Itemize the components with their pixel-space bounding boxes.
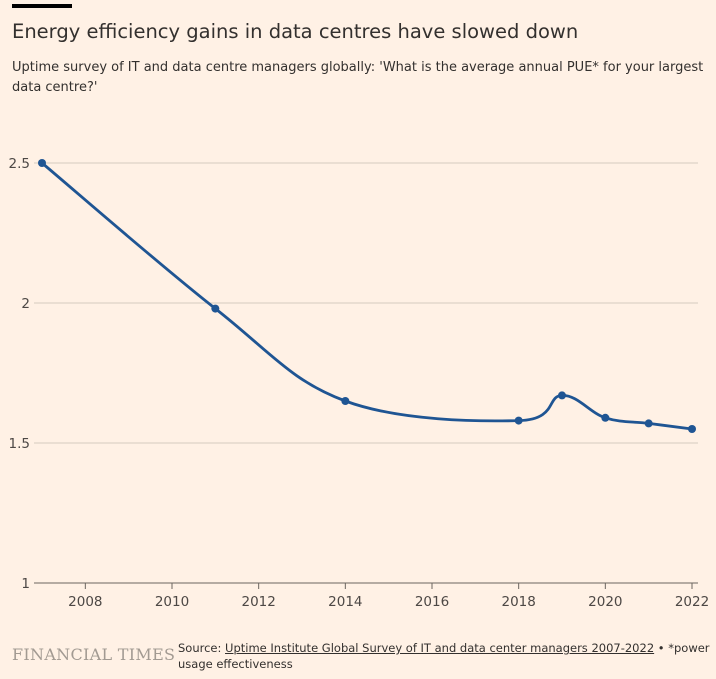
gridlines (34, 162, 698, 584)
data-point[interactable] (688, 425, 696, 433)
data-point[interactable] (601, 413, 610, 422)
data-point[interactable] (644, 419, 653, 428)
x-tick-label: 2008 (68, 594, 102, 610)
y-tick-label: 2 (21, 296, 30, 312)
chart-subtitle: Uptime survey of IT and data centre mana… (12, 60, 704, 95)
x-axis-ticks: 2008 2010 2012 2014 2016 2018 2020 2022 (68, 583, 709, 610)
source-link[interactable]: Uptime Institute Global Survey of IT and… (225, 641, 655, 655)
data-point[interactable] (514, 416, 523, 425)
pue-series (38, 159, 696, 433)
chart-title: Energy efficiency gains in data centres … (12, 20, 579, 43)
data-point[interactable] (341, 397, 350, 405)
x-tick-label: 2014 (328, 594, 362, 610)
source-note: Source: Uptime Institute Global Survey o… (178, 640, 710, 672)
x-tick-label: 2010 (155, 594, 189, 610)
data-point[interactable] (558, 391, 566, 400)
ft-logo: FINANCIAL TIMES (12, 645, 176, 664)
data-point[interactable] (211, 304, 220, 313)
footnote: • *power usage effectiveness (178, 641, 710, 671)
x-tick-label: 2018 (501, 594, 535, 610)
x-tick-label: 2012 (241, 594, 275, 610)
data-point[interactable] (38, 159, 46, 167)
series-line (40, 161, 694, 431)
y-tick-label: 1.5 (9, 436, 30, 452)
x-tick-label: 2016 (415, 594, 449, 610)
x-tick-label: 2020 (588, 594, 622, 610)
y-tick-label: 1 (21, 576, 30, 592)
brand-bar (12, 4, 72, 8)
source-prefix: Source: (178, 641, 226, 655)
x-tick-label: 2022 (675, 594, 709, 610)
y-axis-ticks: 1 1.5 2 2.5 (9, 156, 30, 592)
y-tick-label: 2.5 (9, 156, 30, 172)
